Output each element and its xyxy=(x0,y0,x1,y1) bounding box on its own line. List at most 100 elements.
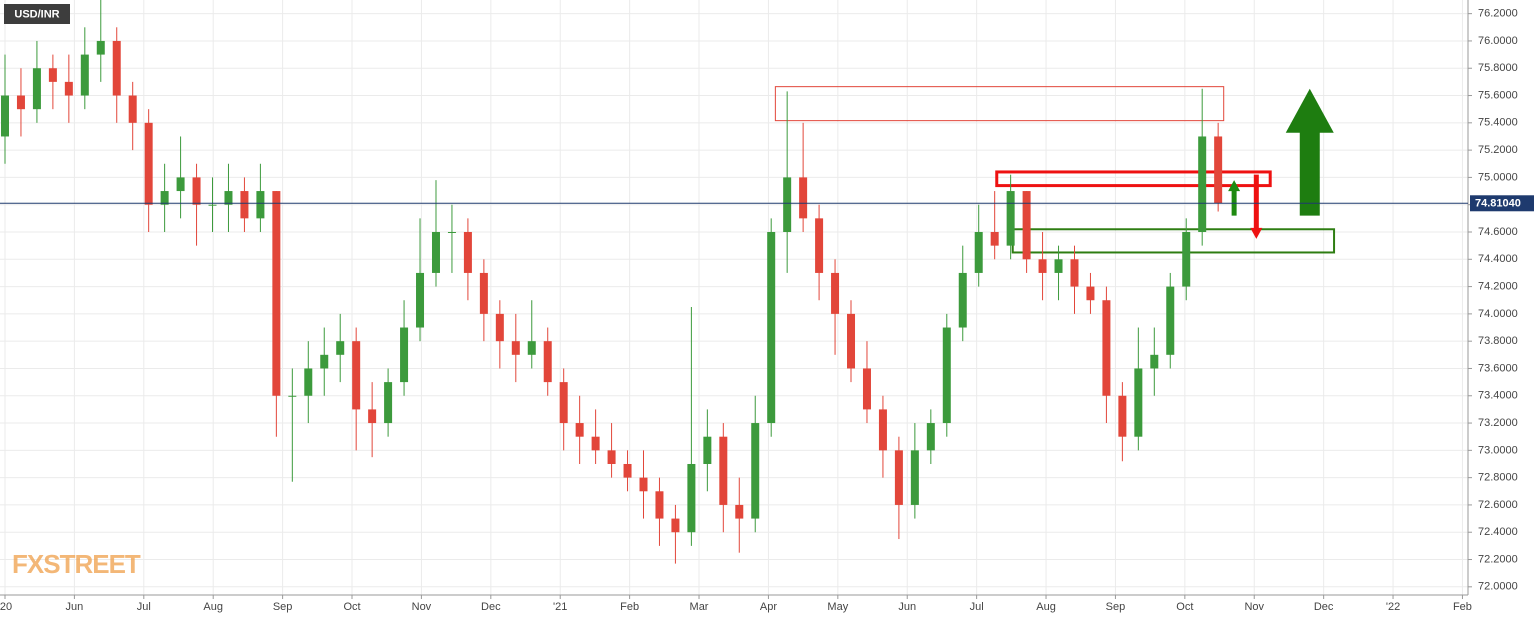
y-tick-label: 72.0000 xyxy=(1478,581,1518,593)
y-tick-label: 72.8000 xyxy=(1478,472,1518,484)
candle-body xyxy=(1102,300,1111,396)
candle-body xyxy=(272,191,281,396)
x-tick-label: Oct xyxy=(1176,601,1193,613)
candle-body xyxy=(974,231,983,273)
x-tick-label: Jul xyxy=(137,601,151,613)
last-price-label: 74.81040 xyxy=(1475,198,1521,210)
x-tick-label: Oct xyxy=(343,601,360,613)
candle-body xyxy=(942,327,951,424)
watermark: FXSTREET xyxy=(12,549,141,579)
x-tick-label: May xyxy=(827,601,848,613)
candle-body xyxy=(112,40,121,96)
arrow xyxy=(1250,174,1263,239)
x-tick-label: Aug xyxy=(1036,601,1056,613)
candle-body xyxy=(1070,259,1079,287)
zone-box xyxy=(995,170,1272,188)
candle-body xyxy=(511,341,520,355)
candle-body xyxy=(288,395,297,397)
candle-body xyxy=(1166,286,1175,355)
y-tick-label: 73.8000 xyxy=(1478,335,1518,347)
candle-body xyxy=(0,95,9,137)
candle-body xyxy=(783,177,792,232)
x-tick-label: '20 xyxy=(0,601,12,613)
candle-body xyxy=(815,218,824,273)
candle-body xyxy=(256,191,265,219)
candle-body xyxy=(1118,395,1127,437)
candle-body xyxy=(416,272,425,328)
y-tick-label: 74.6000 xyxy=(1478,226,1518,238)
candle-body xyxy=(639,477,648,492)
x-tick-label: Apr xyxy=(760,601,777,613)
candle-body xyxy=(224,191,233,205)
candle-body xyxy=(799,177,808,219)
candle-body xyxy=(926,423,935,451)
candle-body xyxy=(894,450,903,505)
candle-body xyxy=(990,231,999,246)
candle-body xyxy=(431,231,440,273)
candle-body xyxy=(1054,259,1063,273)
candle-body xyxy=(96,40,105,55)
last-price-box xyxy=(1470,195,1534,212)
y-tick-label: 74.0000 xyxy=(1478,308,1518,320)
candle-body xyxy=(304,368,313,396)
y-tick-label: 72.2000 xyxy=(1478,553,1518,565)
x-tick-label: Jun xyxy=(66,601,84,613)
x-tick-label: Jun xyxy=(898,601,916,613)
y-tick-label: 73.2000 xyxy=(1478,417,1518,429)
y-tick-label: 76.2000 xyxy=(1478,8,1518,20)
y-tick-label: 74.2000 xyxy=(1478,280,1518,292)
candle-body xyxy=(208,204,217,206)
candle-body xyxy=(463,231,472,273)
candle-body xyxy=(495,313,504,342)
y-tick-label: 75.8000 xyxy=(1478,62,1518,74)
candle-body xyxy=(831,272,840,314)
candles xyxy=(0,0,1223,564)
candle-body xyxy=(1038,259,1047,273)
candle-body xyxy=(559,382,568,424)
candle-body xyxy=(543,341,552,383)
candle-body xyxy=(1086,286,1095,301)
candle-body xyxy=(1214,136,1223,204)
candle-body xyxy=(320,354,329,369)
y-tick-label: 73.4000 xyxy=(1478,390,1518,402)
candle-body xyxy=(479,272,488,314)
y-tick-label: 75.0000 xyxy=(1478,171,1518,183)
x-tick-label: Dec xyxy=(1314,601,1334,613)
candle-body xyxy=(703,436,712,464)
candle-body xyxy=(160,191,169,205)
candle-body xyxy=(336,341,345,355)
candle-body xyxy=(48,68,57,82)
candle-body xyxy=(847,313,856,369)
x-tick-label: Sep xyxy=(273,601,293,613)
y-tick-label: 74.4000 xyxy=(1478,253,1518,265)
x-tick-label: Sep xyxy=(1106,601,1126,613)
candle-body xyxy=(368,409,377,424)
y-tick-label: 72.4000 xyxy=(1478,526,1518,538)
candle-body xyxy=(1150,354,1159,369)
candle-body xyxy=(1022,191,1031,260)
candle-body xyxy=(1006,191,1015,246)
candle-body xyxy=(862,368,871,410)
candle-body xyxy=(192,177,201,205)
candle-body xyxy=(32,68,41,110)
title-box xyxy=(4,4,70,24)
candle-body xyxy=(910,450,919,505)
candle-body xyxy=(719,436,728,505)
candle-body xyxy=(767,231,776,424)
y-tick-label: 73.6000 xyxy=(1478,362,1518,374)
arrow xyxy=(1285,88,1334,216)
x-tick-label: Mar xyxy=(690,601,709,613)
candle-body xyxy=(176,177,185,192)
y-tick-label: 75.2000 xyxy=(1478,144,1518,156)
candle-body xyxy=(735,504,744,519)
candle-body xyxy=(655,491,664,519)
candle-body xyxy=(527,341,536,355)
candle-body xyxy=(80,54,89,96)
candle-body xyxy=(575,423,584,437)
candle-body xyxy=(240,191,249,219)
y-tick-label: 73.0000 xyxy=(1478,444,1518,456)
y-tick-label: 76.0000 xyxy=(1478,35,1518,47)
candle-body xyxy=(128,95,137,123)
candle-body xyxy=(623,463,632,478)
